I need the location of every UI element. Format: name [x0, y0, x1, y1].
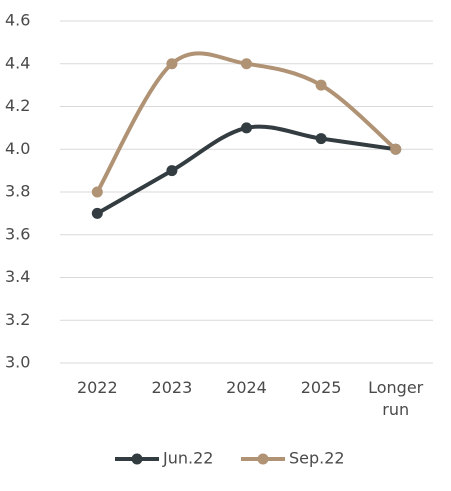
series-line: [96, 124, 396, 216]
y-tick-label: 4.4: [5, 53, 30, 72]
legend-label: Sep.22: [289, 449, 345, 468]
legend-label: Jun.22: [162, 449, 213, 468]
legend-marker: [131, 453, 143, 465]
x-tick-label: 2022: [76, 378, 118, 397]
point: [91, 207, 103, 219]
point: [315, 79, 327, 91]
y-tick-label: 3.8: [5, 182, 30, 201]
point: [241, 122, 252, 134]
point: [241, 58, 252, 70]
x-tick-label: 2023: [151, 378, 193, 397]
legend-marker: [257, 453, 269, 465]
y-tick-label: 4.0: [5, 139, 30, 158]
y-tick-label: 3.6: [5, 224, 30, 243]
y-tick-label: 4.2: [5, 96, 30, 115]
y-tick-label: 3.4: [5, 267, 30, 286]
y-tick-label: 3.0: [5, 353, 30, 372]
y-tick-label: 4.6: [5, 11, 30, 30]
point: [166, 58, 178, 70]
point: [315, 133, 327, 145]
y-tick-label: 3.2: [5, 310, 30, 329]
x-tick-label: 2025: [300, 378, 342, 397]
x-tick-label: 2024: [226, 378, 267, 397]
point: [166, 165, 178, 177]
point: [390, 143, 402, 155]
x-tick-label: Longer run: [368, 378, 424, 419]
series-line: [95, 51, 398, 194]
point: [91, 186, 103, 198]
